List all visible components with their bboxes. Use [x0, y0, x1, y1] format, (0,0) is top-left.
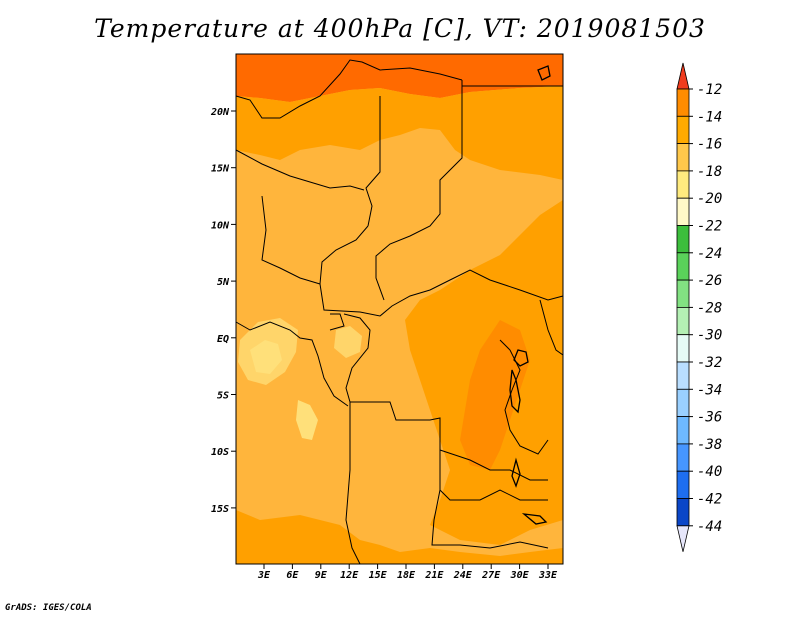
colorbar-label: -40: [697, 464, 722, 480]
colorbar-swatch: [676, 388, 690, 417]
contour-warm-north: [236, 54, 563, 102]
colorbar-swatch: [676, 88, 690, 117]
colorbar-swatch: [676, 470, 690, 499]
lon-tick-label: 24E: [453, 570, 473, 581]
grads-footer: GrADS: IGES/COLA: [5, 603, 92, 613]
lon-tick-label: 3E: [257, 570, 271, 581]
contour-cool-coast: [296, 400, 318, 440]
colorbar-label: -14: [697, 109, 722, 125]
colorbar-label: -18: [697, 164, 722, 180]
colorbar-label: -26: [697, 273, 722, 289]
lat-tick-label: 5N: [217, 277, 230, 288]
colorbar-label: -32: [697, 355, 722, 371]
colorbar-swatch: [676, 115, 690, 145]
colorbar-swatch: [676, 334, 690, 363]
colorbar-label: -38: [697, 437, 722, 453]
lat-tick-label: EQ: [217, 334, 229, 345]
lat-tick-label: 10S: [211, 447, 229, 458]
colorbar-swatch: [676, 416, 690, 445]
colorbar-label: -30: [697, 328, 722, 344]
colorbar-label: -22: [697, 219, 722, 235]
lat-tick-label: 20N: [210, 107, 230, 118]
colorbar-bottom-arrow: [676, 525, 690, 552]
lon-tick-label: 33E: [538, 570, 558, 581]
lon-tick-label: 18E: [397, 570, 416, 581]
contour-cool-west-b: [250, 340, 282, 374]
map-frame: [235, 53, 564, 565]
longitude-axis: 3E 6E 9E 12E 15E 18E 21E 24E 27E 30E 33E: [257, 564, 558, 581]
colorbar-label: -12: [697, 82, 722, 98]
colorbar-label: -36: [697, 410, 722, 426]
colorbar-label: -16: [697, 137, 722, 153]
lon-tick-label: 21E: [424, 570, 444, 581]
colorbar-label: -20: [697, 191, 722, 207]
colorbar-top-arrow: [676, 62, 690, 90]
lon-tick-label: 12E: [340, 570, 359, 581]
colorbar-label: -24: [697, 246, 722, 262]
contour-north-transition: [236, 86, 563, 180]
lon-tick-label: 30E: [510, 570, 530, 581]
colorbar-swatch: [676, 225, 690, 254]
lat-tick-label: 15N: [211, 164, 230, 175]
contour-south-warm: [236, 510, 563, 564]
lon-tick-label: 9E: [315, 570, 328, 581]
lat-tick-label: 10N: [211, 220, 230, 231]
colorbar-swatch: [676, 252, 690, 281]
colorbar-swatch: [676, 498, 690, 527]
lat-tick-label: 5S: [217, 391, 229, 402]
colorbar-swatch: [676, 279, 690, 308]
colorbar-swatch: [676, 443, 690, 472]
colorbar-label: -42: [697, 492, 722, 508]
lon-tick-label: 15E: [369, 570, 388, 581]
colorbar-swatch: [676, 361, 690, 390]
colorbar-label: -34: [697, 382, 722, 398]
lat-tick-label: 15S: [211, 504, 229, 515]
country-borders: [235, 59, 564, 565]
colorbar-label: -44: [697, 519, 722, 535]
map-title: Temperature at 400hPa [C], VT: 201908150…: [94, 14, 706, 43]
contour-cool-central: [334, 326, 362, 358]
lon-tick-label: 27E: [481, 570, 501, 581]
lakes: [509, 65, 551, 525]
colorbar-swatch: [676, 306, 690, 336]
colorbar-label: -28: [697, 300, 722, 316]
colorbar: -12 -14 -16 -18 -20 -22 -24 -26 -28 -30 -32 -34 -36 -…: [676, 62, 722, 552]
colorbar-swatch: [676, 143, 690, 172]
latitude-axis: 20N 15N 10N 5N EQ 5S 10S 15S: [210, 107, 236, 515]
colorbar-swatch: [676, 170, 690, 199]
lon-tick-label: 6E: [286, 570, 299, 581]
colorbar-swatch: [676, 197, 690, 226]
contour-east-core: [460, 320, 530, 470]
map-panel: 3E 6E 9E 12E 15E 18E 21E 24E 27E 30E 33E 20N 15N 10N…: [210, 53, 564, 581]
